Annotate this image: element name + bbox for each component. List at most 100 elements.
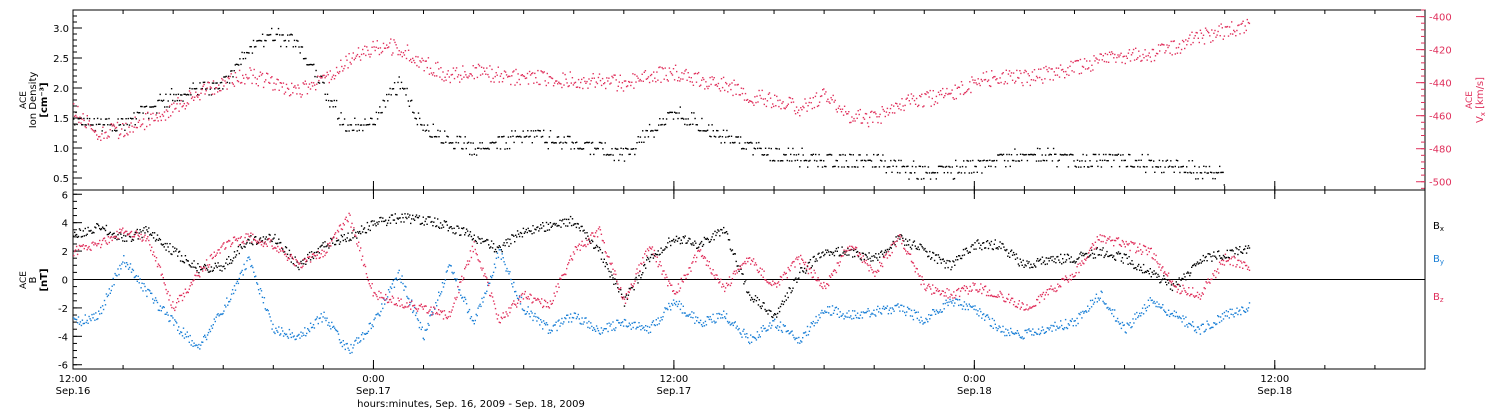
by-series-point — [311, 326, 314, 328]
by-series-point — [558, 319, 560, 321]
velocity-series-point — [1197, 37, 1199, 39]
by-series-point — [922, 323, 924, 325]
velocity-series-point — [795, 106, 798, 108]
ion-density-series-point — [1079, 160, 1081, 162]
by-series-point — [237, 282, 240, 285]
bx-series-point — [556, 225, 558, 227]
bx-series-point — [969, 251, 971, 254]
bx-series-point — [129, 236, 132, 238]
ion-density-series-point — [1122, 154, 1124, 156]
by-series-point — [841, 314, 843, 317]
bz-series-point — [115, 236, 117, 238]
by-series-point — [511, 283, 513, 285]
velocity-series-point — [1162, 43, 1164, 46]
by-series-point — [1002, 325, 1004, 328]
bx-series-point — [1065, 259, 1068, 261]
bx-series-point — [264, 238, 266, 240]
bx-series-point — [681, 242, 683, 244]
velocity-series-point — [759, 94, 761, 97]
bx-series-point — [1114, 259, 1117, 261]
by-series-point — [77, 316, 80, 318]
by-series-point — [585, 317, 587, 319]
bx-series-point — [195, 267, 197, 269]
ion-density-series-point — [222, 88, 224, 90]
velocity-series-point — [1128, 49, 1131, 51]
bx-series-point — [230, 259, 232, 261]
ion-density-series-point — [498, 136, 500, 138]
velocity-series-point — [900, 109, 902, 111]
bx-series-point — [575, 226, 578, 229]
velocity-series-point — [269, 82, 271, 84]
velocity-series-point — [803, 106, 805, 109]
by-series-point — [860, 311, 863, 313]
ion-density-series-point — [99, 123, 101, 125]
bz-series-point — [252, 233, 254, 236]
velocity-series-point — [964, 91, 967, 94]
velocity-series-point — [171, 103, 173, 106]
by-series-point — [400, 281, 402, 284]
by-series-point — [92, 317, 94, 319]
by-series-point — [1060, 320, 1062, 322]
ion-density-series-point — [724, 141, 726, 144]
by-series-point — [584, 317, 586, 319]
ion-density-series-point — [1222, 171, 1224, 174]
velocity-series-point — [1208, 32, 1210, 34]
ion-density-series-point — [173, 93, 175, 96]
velocity-series-point — [1194, 35, 1196, 37]
velocity-series-point — [681, 72, 683, 74]
velocity-series-point — [827, 98, 829, 100]
ion-density-series-point — [812, 153, 815, 155]
velocity-series-point — [744, 92, 747, 95]
by-series-point — [712, 313, 714, 316]
bx-series-point — [861, 252, 864, 254]
by-series-point — [140, 287, 142, 289]
bx-series-point — [642, 272, 644, 274]
by-series-point — [1213, 322, 1215, 324]
velocity-series-point — [749, 100, 751, 102]
by-series-point — [530, 310, 532, 312]
velocity-series-point — [428, 73, 431, 75]
by-series-point — [545, 322, 548, 324]
by-series-point — [830, 314, 833, 316]
by-series-point — [798, 336, 800, 339]
by-series-point — [1000, 331, 1002, 333]
bz-series-point — [229, 240, 231, 242]
velocity-series-point — [666, 79, 668, 81]
bx-series-point — [584, 232, 586, 234]
ion-density-series-point — [926, 172, 928, 174]
ion-density-series-point — [584, 142, 586, 144]
left-axis-label-line1: ACE — [19, 91, 29, 109]
velocity-series-point — [392, 52, 394, 54]
ion-density-series-point — [220, 81, 223, 84]
bx-series-point — [302, 259, 304, 261]
bx-series-point — [549, 222, 552, 224]
by-series-point — [216, 314, 218, 316]
velocity-series-point — [1164, 52, 1166, 54]
legend-by-symbol: B — [1433, 254, 1440, 265]
ion-density-series-point — [988, 165, 990, 167]
by-series-point — [285, 333, 288, 335]
by-series-point — [323, 311, 325, 313]
by-series-point — [967, 308, 969, 311]
bx-series-point — [564, 218, 566, 220]
by-series-point — [459, 289, 461, 291]
ion-density-series-point — [338, 117, 340, 119]
bx-series-point — [1105, 253, 1107, 255]
bx-series-point — [776, 312, 779, 315]
by-series-point — [547, 332, 550, 334]
bz-series-point — [260, 244, 263, 246]
by-series-point — [156, 301, 159, 304]
by-series-point — [387, 289, 390, 291]
ion-density-series-point — [885, 172, 887, 174]
bx-series-point — [644, 263, 646, 266]
by-series-point — [1087, 305, 1089, 307]
velocity-series-point — [1004, 81, 1006, 83]
by-series-point — [144, 285, 146, 288]
bx-series-point — [1136, 268, 1138, 271]
bx-series-point — [455, 232, 457, 234]
b-tick-label: 4 — [62, 219, 68, 230]
velocity-series-point — [1205, 29, 1208, 31]
ion-density-series-point — [873, 153, 875, 156]
velocity-series-point — [1161, 43, 1163, 45]
bx-series-point — [311, 256, 314, 258]
